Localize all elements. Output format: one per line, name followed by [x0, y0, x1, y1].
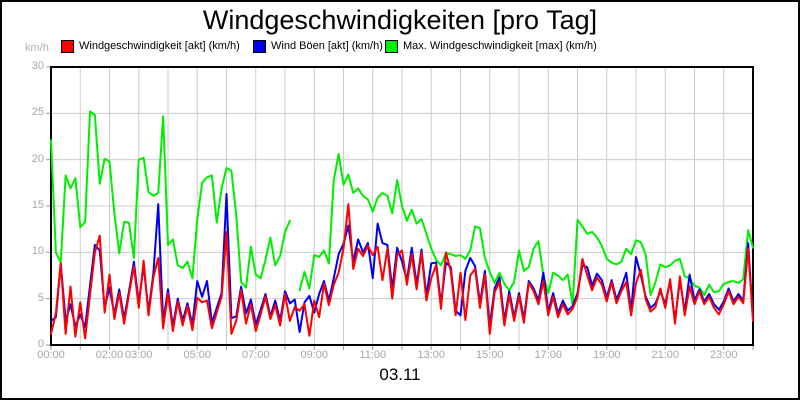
- page-title: Windgeschwindigkeiten [pro Tag]: [202, 5, 598, 35]
- legend-label: Max. Windgeschwindigkeit [max] (km/h): [403, 40, 597, 52]
- x-axis-date-label: 03.11: [379, 365, 421, 384]
- y-tick-label: 10: [31, 245, 44, 258]
- y-tick-label: 20: [31, 152, 44, 165]
- y-tick-label: 30: [31, 60, 44, 72]
- y-tick-label: 15: [31, 199, 44, 211]
- x-tick-label: 19:00: [592, 349, 621, 361]
- y-tick-label: 5: [37, 291, 44, 304]
- x-tick-label: 23:00: [709, 349, 738, 361]
- x-tick-label: 21:00: [651, 349, 680, 361]
- legend-swatch-blue: [253, 39, 266, 53]
- legend-label: Windgeschwindigkeit [akt] (km/h): [79, 40, 240, 52]
- y-tick-label: 0: [37, 338, 44, 350]
- series-line: [50, 192, 754, 334]
- x-tick-label: 00:00: [37, 349, 65, 361]
- x-tick-label: 17:00: [534, 349, 563, 361]
- x-tick-label: 11:00: [359, 349, 387, 361]
- plot-border: [50, 66, 754, 346]
- series-line: [50, 110, 754, 306]
- x-tick-label: 05:00: [183, 349, 212, 361]
- series-line: [50, 203, 754, 340]
- legend-item-max-windgeschwindigkeit: Max. Windgeschwindigkeit [max] (km/h): [385, 39, 597, 53]
- y-tick-label: 25: [31, 106, 44, 119]
- x-tick-label: 03:00: [124, 349, 153, 361]
- x-tick-label: 09:00: [300, 349, 329, 361]
- legend-item-wind-boeen: Wind Böen [akt] (km/h): [253, 39, 383, 53]
- x-tick-label: 02:00: [95, 349, 124, 361]
- legend-label: Wind Böen [akt] (km/h): [271, 40, 383, 52]
- y-axis-unit-label: km/h: [25, 42, 49, 54]
- x-tick-label: 13:00: [417, 349, 446, 361]
- legend-swatch-green: [385, 39, 398, 53]
- legend-item-windgeschwindigkeit: Windgeschwindigkeit [akt] (km/h): [61, 39, 240, 53]
- legend-swatch-red: [61, 39, 74, 53]
- x-tick-label: 15:00: [475, 349, 504, 361]
- x-tick-label: 07:00: [241, 349, 270, 361]
